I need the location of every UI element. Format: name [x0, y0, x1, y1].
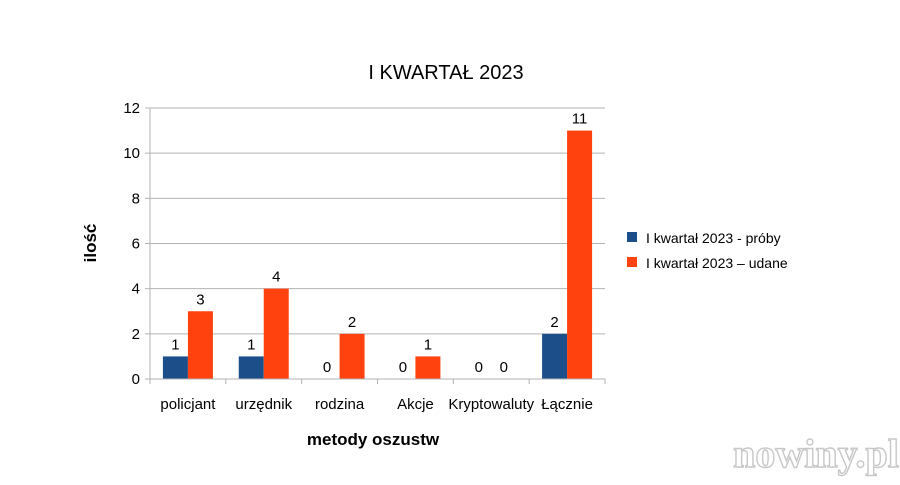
bar	[567, 130, 593, 379]
data-label: 1	[247, 336, 255, 353]
bars	[162, 130, 593, 379]
bar	[162, 356, 188, 379]
x-tick-label: rodzina	[315, 396, 365, 413]
data-label: 2	[550, 314, 558, 331]
legend-swatch	[627, 232, 637, 242]
y-axis-title: ilość	[81, 224, 100, 263]
legend-label: I kwartał 2023 - próby	[646, 230, 781, 246]
legend: I kwartał 2023 - próby I kwartał 2023 – u…	[627, 230, 788, 271]
x-tick-label: urzędnik	[235, 396, 292, 413]
data-label: 1	[424, 336, 432, 353]
watermark-logo: nowiny.pl	[733, 431, 899, 476]
y-tick-label: 0	[132, 371, 140, 388]
y-tick-label: 12	[123, 100, 140, 117]
y-tick-label: 2	[132, 326, 140, 343]
bar	[187, 311, 213, 379]
data-label: 0	[475, 359, 483, 376]
y-tick-label: 8	[132, 190, 140, 207]
bar	[263, 288, 289, 379]
y-tick-label: 10	[123, 145, 140, 162]
x-tick-label: policjant	[160, 396, 216, 413]
data-label: 4	[272, 269, 280, 286]
data-label: 0	[399, 359, 407, 376]
x-tick-label: Kryptowaluty	[448, 396, 534, 413]
chart-title: I KWARTAŁ 2023	[368, 62, 523, 84]
legend-swatch	[627, 257, 637, 267]
x-axis-title: metody oszustw	[307, 430, 440, 449]
x-tick-label: Akcje	[397, 396, 434, 413]
grid-lines	[150, 107, 605, 380]
bar	[339, 333, 365, 379]
data-label: 0	[323, 359, 331, 376]
legend-label: I kwartał 2023 – udane	[646, 255, 788, 271]
data-label: 1	[171, 336, 179, 353]
y-tick-label: 6	[132, 236, 140, 253]
y-tick-label: 4	[132, 281, 140, 298]
bar	[238, 356, 264, 379]
bar	[415, 356, 441, 379]
data-label: 11	[572, 111, 588, 128]
data-label: 2	[348, 314, 356, 331]
data-label: 3	[196, 291, 204, 308]
x-tick-label: Łącznie	[541, 396, 593, 413]
data-label: 0	[500, 359, 508, 376]
bar	[542, 333, 568, 379]
